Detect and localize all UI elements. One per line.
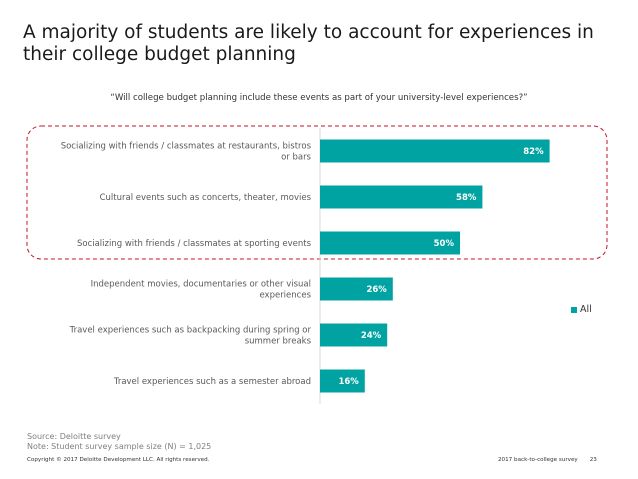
category-label-5-line-2: summer breaks bbox=[245, 337, 312, 347]
category-label-1-line-2: or bars bbox=[281, 153, 311, 163]
source-block: Source: Deloitte survey Note: Student su… bbox=[27, 432, 211, 452]
value-label-1: 82% bbox=[523, 147, 544, 157]
chart-legend: All bbox=[571, 304, 592, 315]
slide-title: A majority of students are likely to acc… bbox=[23, 22, 594, 65]
bar-6 bbox=[320, 369, 365, 393]
category-label-5-line-1: Travel experiences such as backpacking d… bbox=[69, 326, 312, 336]
value-label-5: 24% bbox=[361, 331, 382, 341]
bar-5 bbox=[320, 323, 388, 347]
page-number: 23 bbox=[589, 457, 597, 463]
value-label-3: 50% bbox=[434, 239, 455, 249]
legend-label: All bbox=[580, 304, 592, 315]
value-label-6: 16% bbox=[338, 377, 359, 387]
category-label-2: Cultural events such as concerts, theate… bbox=[100, 193, 312, 203]
category-label-3: Socializing with friends / classmates at… bbox=[77, 239, 312, 249]
footer-survey: 2017 back-to-college survey 23 bbox=[498, 457, 597, 463]
category-label-1-line-1: Socializing with friends / classmates at… bbox=[61, 142, 312, 152]
highlight-box bbox=[26, 125, 608, 260]
category-label-4-line-1: Independent movies, documentaries or oth… bbox=[91, 280, 311, 290]
category-label-4-line-2: experiences bbox=[259, 291, 311, 301]
bar-1 bbox=[320, 139, 550, 163]
note-text: Note: Student survey sample size (N) = 1… bbox=[27, 442, 212, 451]
legend-swatch bbox=[571, 306, 577, 313]
value-label-2: 58% bbox=[456, 193, 477, 203]
bar-4 bbox=[320, 277, 393, 301]
chart-subtitle: “Will college budget planning include th… bbox=[110, 93, 528, 103]
source-text: Source: Deloitte survey bbox=[27, 432, 121, 441]
bar-2 bbox=[320, 185, 483, 209]
bar-3 bbox=[320, 231, 460, 255]
survey-name: 2017 back-to-college survey bbox=[498, 457, 578, 463]
category-label-6: Travel experiences such as a semester ab… bbox=[113, 377, 311, 387]
copyright-text: Copyright © 2017 Deloitte Development LL… bbox=[27, 457, 210, 463]
value-label-4: 26% bbox=[366, 285, 387, 295]
